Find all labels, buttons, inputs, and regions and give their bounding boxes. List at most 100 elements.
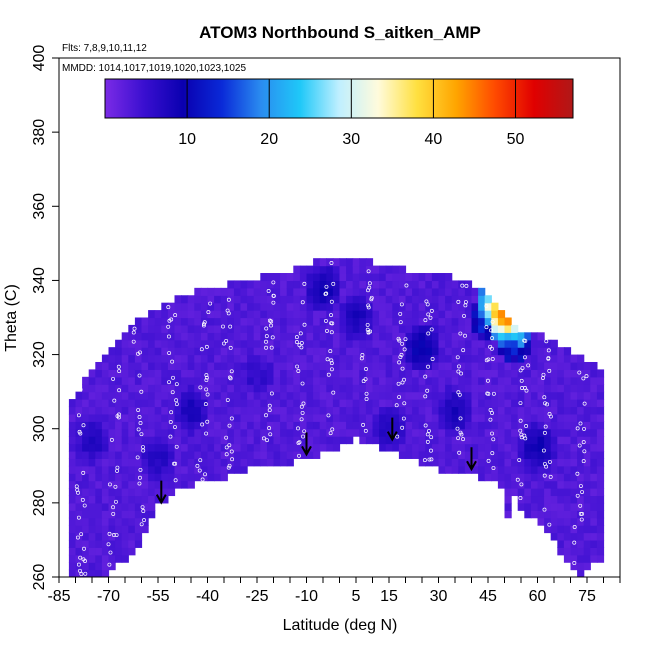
heatmap-cell xyxy=(372,428,380,437)
heatmap-cell xyxy=(504,413,512,422)
heatmap-cell xyxy=(174,324,182,333)
heatmap-cell xyxy=(121,347,129,356)
heatmap-cell xyxy=(478,421,486,430)
heatmap-cell xyxy=(497,428,506,437)
sample-dot xyxy=(515,477,520,482)
heatmap-cell xyxy=(181,347,189,356)
heatmap-cell xyxy=(167,488,176,497)
heatmap-cell xyxy=(359,354,367,363)
heatmap-cell xyxy=(167,480,176,489)
sample-dot xyxy=(174,398,179,403)
heatmap-cell xyxy=(537,473,545,482)
heatmap-cell xyxy=(240,399,248,408)
heatmap-cell xyxy=(398,384,407,393)
sample-dot xyxy=(398,320,403,325)
heatmap-cell xyxy=(497,465,506,474)
heatmap-cell xyxy=(280,428,288,437)
heatmap-cell xyxy=(293,347,301,356)
heatmap-cell xyxy=(590,532,598,541)
heatmap-cell xyxy=(128,421,136,430)
sample-dot xyxy=(543,424,548,429)
heatmap-cell xyxy=(266,302,275,311)
heatmap-cell xyxy=(570,354,578,363)
heatmap-cell xyxy=(293,332,301,341)
heatmap-cell xyxy=(332,413,341,422)
heatmap-cell xyxy=(266,361,275,370)
heatmap-cell xyxy=(517,502,525,511)
heatmap-cell xyxy=(75,391,83,400)
heatmap-cell xyxy=(478,332,486,341)
heatmap-cell xyxy=(359,347,367,356)
colorbar-tick-label: 20 xyxy=(260,131,278,148)
heatmap-cell xyxy=(418,458,426,467)
heatmap-cell xyxy=(431,421,440,430)
heatmap-cell xyxy=(68,406,77,415)
heatmap-cell xyxy=(214,443,222,452)
heatmap-cell xyxy=(174,391,182,400)
heatmap-cell xyxy=(352,295,360,304)
heatmap-cell xyxy=(550,502,558,511)
heatmap-cell xyxy=(596,480,605,489)
heatmap-cell xyxy=(544,354,552,363)
heatmap-cell xyxy=(200,369,209,378)
heatmap-cell xyxy=(174,310,182,319)
heatmap-cell xyxy=(550,421,558,430)
heatmap-cell xyxy=(418,273,426,282)
heatmap-cell xyxy=(207,384,215,393)
heatmap-cell xyxy=(214,428,222,437)
heatmap-cell xyxy=(438,347,446,356)
heatmap-cell xyxy=(596,406,605,415)
heatmap-cell xyxy=(306,391,314,400)
heatmap-cell xyxy=(332,421,341,430)
heatmap-cell xyxy=(365,376,374,385)
heatmap-cell xyxy=(392,295,400,304)
heatmap-cell xyxy=(418,406,426,415)
heatmap-cell xyxy=(233,295,242,304)
heatmap-cell xyxy=(253,384,261,393)
heatmap-cell xyxy=(128,502,136,511)
heatmap-cell xyxy=(141,525,149,534)
heatmap-cell xyxy=(280,347,288,356)
heatmap-cell xyxy=(583,465,591,474)
heatmap-cell xyxy=(233,406,242,415)
heatmap-cell xyxy=(425,376,433,385)
heatmap-cell xyxy=(590,450,598,459)
heatmap-cell xyxy=(372,347,380,356)
heatmap-cell xyxy=(451,317,459,326)
heatmap-cell xyxy=(200,443,209,452)
heatmap-cell xyxy=(141,495,149,504)
heatmap-cell xyxy=(194,287,202,296)
heatmap-cell xyxy=(405,428,413,437)
heatmap-cell xyxy=(418,428,426,437)
sample-dot xyxy=(361,422,366,427)
heatmap-cell xyxy=(590,517,598,526)
heatmap-cell xyxy=(550,488,558,497)
heatmap-cell xyxy=(121,339,129,348)
heatmap-cell xyxy=(438,465,446,474)
sample-dot xyxy=(137,373,142,378)
heatmap-cell xyxy=(557,413,565,422)
heatmap-cell xyxy=(458,369,466,378)
heatmap-cell xyxy=(563,510,572,519)
heatmap-cell xyxy=(418,302,426,311)
heatmap-cell xyxy=(418,310,426,319)
heatmap-cell xyxy=(339,287,347,296)
heatmap-cell xyxy=(405,302,413,311)
heatmap-cell xyxy=(95,554,103,563)
sample-dot xyxy=(486,458,491,463)
heatmap-cell xyxy=(286,273,294,282)
heatmap-cell xyxy=(431,332,440,341)
heatmap-cell xyxy=(379,376,387,385)
heatmap-cell xyxy=(266,443,275,452)
heatmap-cell xyxy=(233,317,242,326)
heatmap-cell xyxy=(134,332,143,341)
heatmap-cell xyxy=(115,517,123,526)
heatmap-cell xyxy=(286,280,294,289)
heatmap-cell xyxy=(233,399,242,408)
heatmap-cell xyxy=(148,369,156,378)
heatmap-cell xyxy=(121,369,129,378)
heatmap-cell xyxy=(101,384,110,393)
heatmap-cell xyxy=(385,273,393,282)
heatmap-cell xyxy=(352,369,360,378)
heatmap-cell xyxy=(563,465,572,474)
